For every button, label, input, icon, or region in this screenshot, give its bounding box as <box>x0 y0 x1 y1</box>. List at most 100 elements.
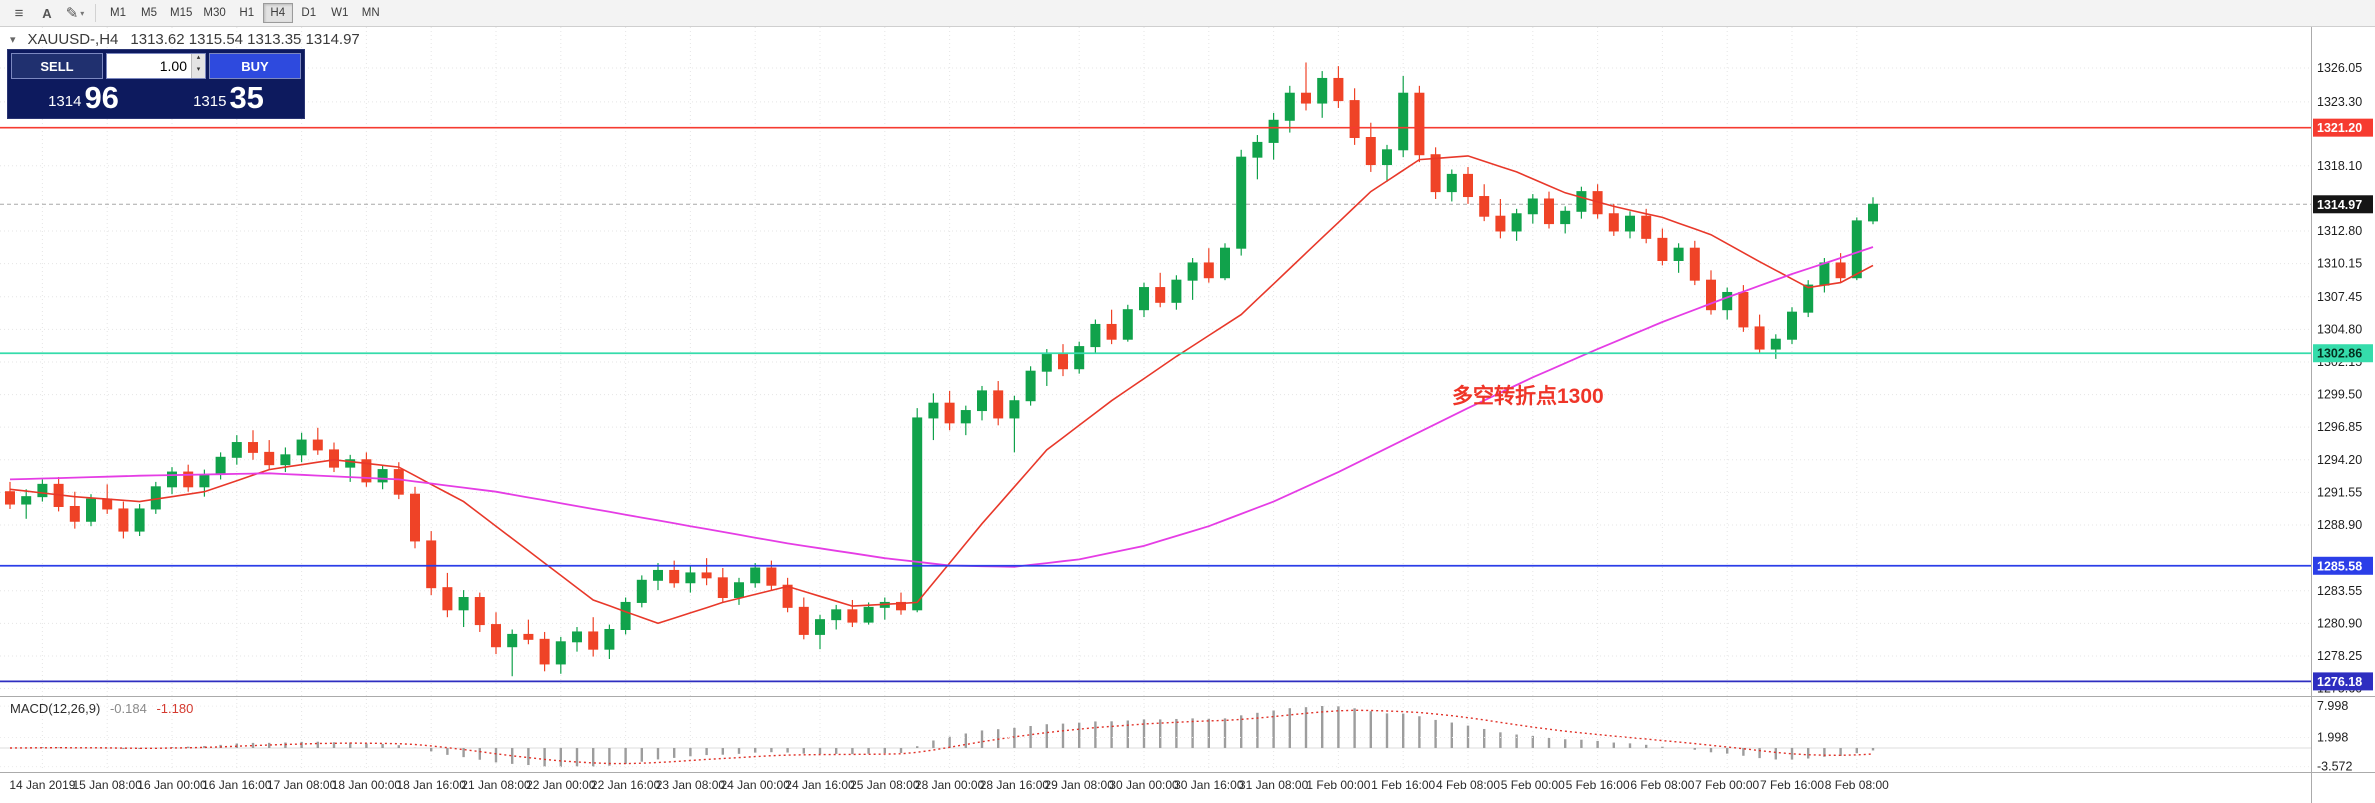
candle-body <box>345 459 356 468</box>
buy-button[interactable]: BUY <box>209 53 301 79</box>
cursor-tool-icon[interactable]: A <box>42 5 52 21</box>
candle-body <box>102 498 113 510</box>
chart-annotation-text[interactable]: 多空转折点1300 <box>1452 385 1604 408</box>
candle-body <box>1625 215 1635 232</box>
candle-body <box>977 390 987 412</box>
chart-ohlc-label: 1313.62 1315.54 1313.35 1314.97 <box>130 31 360 48</box>
ma-fast-line <box>9 155 1874 625</box>
time-label: 24 Jan 00:00 <box>720 778 790 792</box>
candle-body <box>1122 309 1133 340</box>
objects-layer <box>0 126 2311 683</box>
chart-title: ▾ XAUUSD-,H4 1313.62 1315.54 1313.35 131… <box>10 31 360 48</box>
toolbar: ≡ A ✎ ▾ M1 M5 M15 M30 H1 H4 D1 W1 MN <box>0 0 2375 27</box>
one-click-trading-panel: SELL ▴ ▾ BUY 1314 96 1315 35 <box>8 50 304 118</box>
candle-body <box>280 454 291 466</box>
candle-body <box>118 508 129 532</box>
time-label: 29 Jan 08:00 <box>1044 778 1114 792</box>
time-label: 30 Jan 16:00 <box>1174 778 1244 792</box>
candle-body <box>1835 262 1846 279</box>
sell-price-main: 1314 <box>48 93 82 110</box>
candle-body <box>1722 291 1733 311</box>
volume-spinner[interactable]: ▴ ▾ <box>191 54 205 78</box>
price-tick-label: 1304.80 <box>2317 322 2362 336</box>
candle-body <box>167 471 177 488</box>
time-label: 4 Feb 08:00 <box>1436 778 1500 792</box>
sell-price[interactable]: 1314 96 <box>11 79 156 115</box>
sell-button[interactable]: SELL <box>11 53 103 79</box>
one-click-toggle-icon[interactable]: ▾ <box>10 34 16 46</box>
charts-menu-icon[interactable]: ≡ <box>14 4 24 22</box>
price-tick-label: 1294.20 <box>2317 453 2362 467</box>
timeframe-button-m30[interactable]: M30 <box>198 3 230 23</box>
candle-body <box>377 469 388 483</box>
candle-body <box>231 442 242 458</box>
candle-body <box>1446 173 1457 193</box>
time-label: 31 Jan 08:00 <box>1239 778 1309 792</box>
candle-body <box>960 410 971 424</box>
price-tick-label: 1299.50 <box>2317 388 2362 402</box>
timeframe-button-m1[interactable]: M1 <box>103 3 133 23</box>
candle-body <box>993 390 1004 419</box>
candle-body <box>410 493 420 542</box>
buy-price[interactable]: 1315 35 <box>156 79 301 115</box>
candle-body <box>5 491 15 505</box>
candle-body <box>944 402 955 424</box>
draw-tool-icon[interactable]: ✎ ▾ <box>65 5 85 22</box>
candle-body <box>1382 149 1392 166</box>
price-badge <box>2313 344 2373 363</box>
candle-body <box>1074 346 1085 370</box>
price-tick-label: 1280.90 <box>2317 616 2362 630</box>
timeframe-button-h4[interactable]: H4 <box>262 3 293 23</box>
candle-body <box>669 569 680 584</box>
macd-signal-value: -1.180 <box>156 701 194 716</box>
candle-body <box>215 456 226 476</box>
price-tick-label: 1307.45 <box>2317 290 2362 304</box>
price-tick-label: 1278.25 <box>2317 649 2362 663</box>
timeframe-button-h1[interactable]: H1 <box>232 3 262 23</box>
timeframe-button-m5[interactable]: M5 <box>134 3 164 23</box>
price-badge-label: 1314.97 <box>2317 198 2362 212</box>
buy-price-big: 35 <box>229 80 264 115</box>
macd-layer: 7.998 1.998 -3.572 <box>0 699 2352 774</box>
candle-body <box>555 641 566 665</box>
time-label: 18 Jan 16:00 <box>396 778 466 792</box>
price-tick-label: 1283.55 <box>2317 584 2362 598</box>
volume-down-icon[interactable]: ▾ <box>196 66 201 73</box>
candle-body <box>1349 100 1360 138</box>
candle-body <box>474 597 485 626</box>
macd-axis-label: -3.572 <box>2317 760 2352 774</box>
timeframe-button-w1[interactable]: W1 <box>325 3 355 23</box>
candle-body <box>636 579 647 603</box>
time-label: 28 Jan 16:00 <box>980 778 1050 792</box>
candle-body <box>426 540 437 589</box>
candle-body <box>1236 156 1247 249</box>
price-badge <box>2313 556 2373 575</box>
volume-up-icon[interactable]: ▴ <box>196 54 201 61</box>
candle-body <box>831 609 842 621</box>
volume-stepper[interactable]: ▴ ▾ <box>106 53 206 79</box>
macd-name: MACD(12,26,9) <box>10 701 101 716</box>
timeframe-button-mn[interactable]: MN <box>356 3 386 23</box>
timeframe-button-d1[interactable]: D1 <box>294 3 324 23</box>
candle-body <box>1155 287 1166 303</box>
time-label: 7 Feb 00:00 <box>1695 778 1759 792</box>
price-tick-label: 1288.90 <box>2317 518 2362 532</box>
volume-input[interactable] <box>107 54 191 78</box>
candle-body <box>1203 262 1214 279</box>
candle-body <box>1689 247 1700 281</box>
candle-body <box>183 471 194 488</box>
candle-body <box>1673 247 1684 261</box>
price-badge-label: 1285.58 <box>2317 559 2362 573</box>
price-badge <box>2313 118 2373 137</box>
candle-body <box>1187 262 1198 281</box>
candle-body <box>734 582 744 599</box>
timeframe-button-m15[interactable]: M15 <box>165 3 197 23</box>
candle-body <box>264 451 275 466</box>
macd-axis-label: 1.998 <box>2317 731 2348 745</box>
time-label: 18 Jan 00:00 <box>332 778 402 792</box>
candle-body <box>1527 198 1538 215</box>
candle-body <box>1560 210 1571 225</box>
candle-body <box>491 624 501 648</box>
